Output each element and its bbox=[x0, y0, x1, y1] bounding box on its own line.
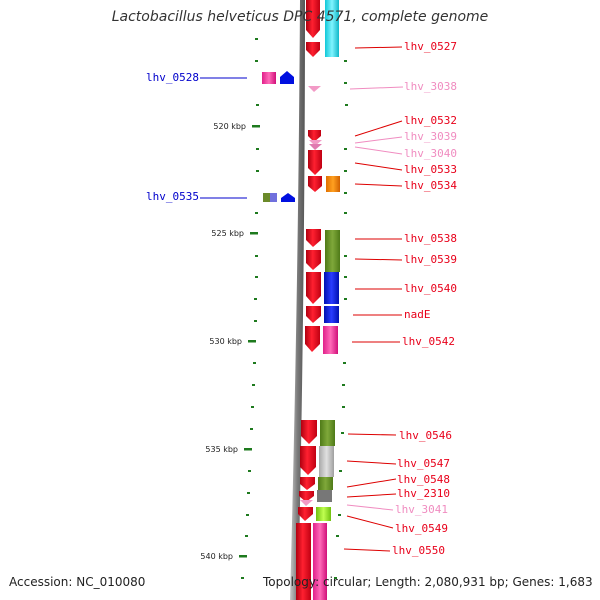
category-box bbox=[262, 72, 276, 84]
category-box bbox=[324, 272, 339, 304]
scale-tick-label: 525 kbp bbox=[211, 229, 244, 238]
gene-arrow bbox=[306, 0, 320, 38]
gene-label-lhv_0533[interactable]: lhv_0533 bbox=[404, 163, 457, 176]
right-guide-dots bbox=[334, 60, 348, 579]
gene-label-lhv_0547[interactable]: lhv_0547 bbox=[397, 457, 450, 470]
gene-label-lhv_0538[interactable]: lhv_0538 bbox=[404, 232, 457, 245]
scale-tick-label: 540 kbp bbox=[200, 552, 233, 561]
category-box bbox=[326, 176, 340, 192]
gene-arrow bbox=[308, 130, 321, 142]
scale-tick-mark bbox=[248, 340, 256, 343]
gene-arrow bbox=[309, 144, 322, 150]
gene-label-lhv_0550[interactable]: lhv_0550 bbox=[392, 544, 445, 557]
gene-label-lhv_3038[interactable]: lhv_3038 bbox=[404, 80, 457, 93]
gene-arrow bbox=[308, 86, 321, 92]
genome-summary-text: Topology: circular; Length: 2,080,931 bp… bbox=[263, 575, 593, 589]
gene-arrow bbox=[300, 477, 315, 490]
gene-arrow bbox=[301, 420, 317, 444]
gene-label-lhv_0535[interactable]: lhv_0535 bbox=[146, 190, 199, 203]
function-category-boxes bbox=[262, 0, 340, 600]
gene-label-lhv_0548[interactable]: lhv_0548 bbox=[397, 473, 450, 486]
gene-label-lhv_2310[interactable]: lhv_2310 bbox=[397, 487, 450, 500]
category-box bbox=[316, 507, 331, 521]
category-box bbox=[317, 490, 332, 502]
category-box bbox=[313, 523, 327, 600]
gene-arrow bbox=[281, 193, 295, 202]
scale-tick-mark bbox=[252, 125, 260, 128]
gene-arrow bbox=[308, 150, 322, 175]
gene-arrow bbox=[305, 326, 320, 352]
gene-arrow bbox=[306, 42, 320, 57]
category-box bbox=[270, 193, 277, 202]
gene-arrow bbox=[298, 507, 313, 521]
genome-backbone bbox=[290, 0, 305, 600]
gene-arrow bbox=[300, 500, 313, 506]
gene-label-lhv_3040[interactable]: lhv_3040 bbox=[404, 147, 457, 160]
gene-label-lhv_0540[interactable]: lhv_0540 bbox=[404, 282, 457, 295]
category-box bbox=[263, 193, 270, 202]
forward-gene-arrows bbox=[296, 0, 322, 600]
category-box bbox=[319, 446, 334, 477]
scale-tick-mark bbox=[250, 232, 258, 235]
gene-arrow bbox=[306, 306, 321, 323]
gene-arrow bbox=[300, 446, 316, 475]
accession-text: Accession: NC_010080 bbox=[9, 575, 146, 589]
gene-label-lhv_0542[interactable]: lhv_0542 bbox=[402, 335, 455, 348]
gene-label-nade[interactable]: nadE bbox=[404, 308, 431, 321]
category-box bbox=[320, 420, 335, 446]
category-box bbox=[325, 250, 340, 272]
left-guide-dots bbox=[241, 38, 259, 579]
map-title: Lactobacillus helveticus DPC 4571, compl… bbox=[111, 9, 489, 25]
category-box bbox=[318, 477, 333, 490]
scale-tick-label: 520 kbp bbox=[213, 122, 246, 131]
scale-ticks: 520 kbp 525 kbp 530 kbp 535 kbp 540 kbp bbox=[200, 122, 260, 561]
scale-tick-label: 530 kbp bbox=[209, 337, 242, 346]
gene-label-lhv_0546[interactable]: lhv_0546 bbox=[399, 429, 452, 442]
gene-labels: lhv_0527 lhv_0528 lhv_3038 lhv_0532 lhv_3039… bbox=[146, 40, 457, 557]
gene-label-lhv_0549[interactable]: lhv_0549 bbox=[395, 522, 448, 535]
gene-arrow bbox=[296, 523, 311, 600]
gene-arrow bbox=[306, 229, 321, 247]
category-box bbox=[325, 0, 339, 57]
category-box bbox=[323, 326, 338, 354]
gene-arrow bbox=[299, 491, 314, 502]
gene-arrow bbox=[308, 176, 322, 192]
category-box bbox=[325, 230, 340, 250]
scale-tick-mark bbox=[239, 555, 247, 558]
scale-tick-label: 535 kbp bbox=[205, 445, 238, 454]
gene-label-lhv_0527[interactable]: lhv_0527 bbox=[404, 40, 457, 53]
category-box bbox=[324, 306, 339, 323]
gene-label-lhv_0539[interactable]: lhv_0539 bbox=[404, 253, 457, 266]
gene-label-lhv_3041[interactable]: lhv_3041 bbox=[395, 503, 448, 516]
gene-label-lhv_0532[interactable]: lhv_0532 bbox=[404, 114, 457, 127]
gene-arrow bbox=[306, 250, 321, 270]
gene-arrow bbox=[309, 140, 322, 146]
gene-label-lhv_0528[interactable]: lhv_0528 bbox=[146, 71, 199, 84]
gene-label-lhv_0534[interactable]: lhv_0534 bbox=[404, 179, 457, 192]
gene-label-lhv_3039[interactable]: lhv_3039 bbox=[404, 130, 457, 143]
gene-arrow bbox=[306, 272, 321, 304]
gene-arrow bbox=[280, 71, 294, 84]
scale-tick-mark bbox=[244, 448, 252, 451]
label-leaders bbox=[200, 46, 404, 552]
